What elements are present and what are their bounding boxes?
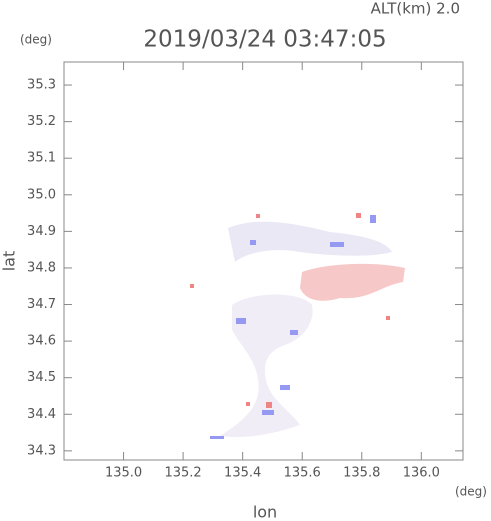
x-tick-label: 136.0 [403,466,440,481]
x-unit: (deg) [455,485,487,499]
x-tick-label: 135.6 [284,466,321,481]
x-tick-label: 135.8 [343,466,380,481]
x-tick-label: 135.2 [164,466,201,481]
y-tick-label: 34.7 [27,297,56,312]
y-tick-label: 35.1 [27,151,56,166]
y-tick-label: 34.9 [27,224,56,239]
y-tick-label: 35.3 [27,78,56,93]
y-label: lat [0,251,19,272]
y-tick-label: 34.5 [27,370,56,385]
y-tick-label: 34.6 [27,334,56,349]
x-tick-label: 135.4 [224,466,261,481]
echo-red [190,213,390,408]
y-tick-label: 35.2 [27,114,56,129]
x-label: lon [253,503,277,521]
y-tick-label: 35.0 [27,187,56,202]
altitude: ALT(km) 2.0 [371,0,460,18]
plot-frame [63,61,464,461]
echo-region [228,221,392,262]
y-unit: (deg) [20,33,52,47]
echo-field [190,213,405,439]
echo-region [220,294,313,438]
echo-blue [210,215,376,439]
y-tick-label: 34.4 [27,407,56,422]
y-tick-label: 34.8 [27,260,56,275]
chart-title: 2019/03/24 03:47:05 [143,27,386,53]
x-tick-label: 135.0 [105,466,142,481]
y-tick-label: 34.3 [27,443,56,458]
echo-region [300,263,405,301]
